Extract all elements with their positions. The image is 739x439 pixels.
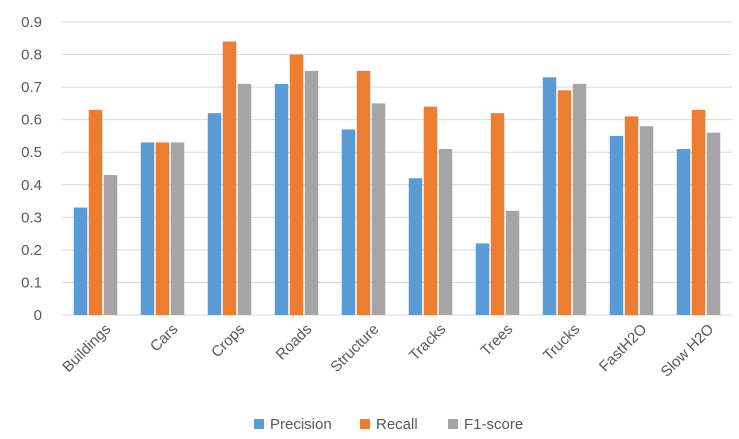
bar-recall-roads (289, 54, 304, 316)
x-category-label: FastH2O (596, 321, 650, 375)
x-axis-category-labels: Buildings Cars Crops Roads Structure Tracks Tr… (59, 321, 717, 381)
bar-f1-score-tracks (438, 148, 453, 315)
legend-swatch-recall (360, 419, 370, 429)
bar-precision-roads (274, 83, 289, 315)
y-axis-tick-labels: 0 0.1 0.2 0.3 0.4 0.5 0.6 0.7 0.8 0.9 (21, 14, 42, 324)
bar-recall-crops (222, 41, 237, 315)
bar-precision-crops (207, 113, 222, 315)
bar-f1-score-buildings (103, 175, 118, 315)
bar-precision-trees (475, 243, 490, 315)
y-tick-label: 0 (34, 307, 42, 324)
y-tick-label: 0.8 (21, 47, 42, 64)
bar-precision-fasth2o (609, 135, 624, 315)
y-tick-label: 0.2 (21, 242, 42, 259)
bar-recall-buildings (88, 109, 103, 316)
bar-recall-cars (155, 142, 170, 315)
bar-precision-trucks (542, 77, 557, 315)
bar-f1-score-structure (371, 103, 386, 315)
x-category-label: Slow H2O (658, 321, 718, 381)
y-tick-label: 0.1 (21, 274, 42, 291)
bar-precision-buildings (73, 207, 88, 315)
x-category-label: Roads (273, 321, 316, 364)
bar-recall-tracks (423, 106, 438, 315)
bar-recall-structure (356, 70, 371, 315)
legend-swatch-precision (254, 419, 264, 429)
bar-f1-score-slow-h2o (706, 132, 721, 315)
y-tick-label: 0.6 (21, 112, 42, 129)
bar-f1-score-cars (170, 142, 185, 315)
legend: Precision Recall F1-score (254, 416, 523, 433)
x-category-label: Trucks (540, 321, 583, 364)
y-tick-label: 0.3 (21, 209, 42, 226)
bar-precision-cars (140, 142, 155, 315)
y-tick-label: 0.4 (21, 177, 42, 194)
legend-label: Recall (376, 416, 418, 433)
x-category-label: Trees (478, 321, 517, 360)
bar-recall-trees (490, 113, 505, 315)
bar-recall-fasth2o (624, 116, 639, 315)
legend-swatch-f1-score (448, 419, 458, 429)
x-category-label: Crops (208, 321, 248, 361)
x-category-label: Buildings (59, 321, 114, 376)
bar-f1-score-trees (505, 210, 520, 315)
y-tick-label: 0.9 (21, 14, 42, 31)
legend-label: F1-score (464, 416, 523, 433)
bar-recall-trucks (557, 90, 572, 316)
y-tick-label: 0.5 (21, 144, 42, 161)
bar-f1-score-roads (304, 70, 319, 315)
bar-f1-score-crops (237, 83, 252, 315)
x-category-label: Structure (327, 321, 382, 376)
bar-recall-slow-h2o (691, 109, 706, 316)
legend-label: Precision (270, 416, 332, 433)
x-category-label: Tracks (406, 321, 449, 364)
bar-precision-slow-h2o (676, 148, 691, 315)
bar-precision-tracks (408, 178, 423, 315)
bar-f1-score-trucks (572, 83, 587, 315)
bars (73, 41, 721, 316)
y-tick-label: 0.7 (21, 79, 42, 96)
x-category-label: Cars (147, 321, 181, 355)
bar-precision-structure (341, 129, 356, 315)
bar-f1-score-fasth2o (639, 126, 654, 316)
